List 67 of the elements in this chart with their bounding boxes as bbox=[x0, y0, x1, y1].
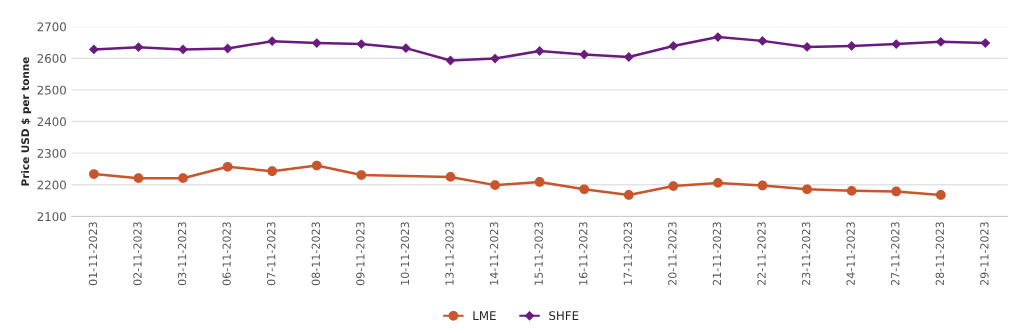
point bbox=[802, 184, 812, 195]
x-tick-label: 27-11-2023 bbox=[891, 222, 900, 286]
x-tick-label: 21-11-2023 bbox=[712, 222, 722, 286]
y-axis-title: Price USD $ per tonne bbox=[21, 57, 32, 186]
point bbox=[178, 44, 188, 55]
point bbox=[713, 32, 723, 42]
point bbox=[356, 170, 367, 180]
point bbox=[579, 49, 590, 60]
x-tick-label: 02-11-2023 bbox=[133, 222, 142, 286]
point bbox=[534, 46, 545, 56]
x-tick-label: 13-11-2023 bbox=[445, 222, 454, 285]
x-tick-label: 06-11-2023 bbox=[222, 222, 231, 286]
point bbox=[88, 44, 99, 55]
x-tick-label: 03-11-2023 bbox=[177, 222, 187, 286]
legend-label: SHFE bbox=[549, 311, 579, 321]
point bbox=[311, 160, 322, 171]
legend-label: LME bbox=[473, 311, 496, 320]
point bbox=[222, 161, 233, 172]
x-tick-label: 28-11-2023 bbox=[935, 222, 945, 286]
y-tick-label: 2400 bbox=[37, 117, 66, 127]
x-tick-label: 23-11-2023 bbox=[801, 222, 811, 286]
point bbox=[757, 180, 768, 191]
point bbox=[490, 53, 500, 64]
point bbox=[713, 178, 723, 188]
point bbox=[356, 39, 367, 49]
x-tick-label: 20-11-2023 bbox=[668, 222, 677, 286]
x-tick-label: 07-11-2023 bbox=[267, 222, 276, 286]
point bbox=[980, 38, 991, 48]
point bbox=[490, 180, 500, 190]
y-tick-label: 2300 bbox=[37, 148, 66, 158]
point bbox=[445, 172, 456, 182]
point bbox=[757, 35, 768, 46]
point bbox=[802, 41, 812, 52]
point bbox=[178, 173, 188, 184]
y-tick-label: 2200 bbox=[37, 180, 66, 190]
x-tick-label: 14-11-2023 bbox=[489, 222, 499, 285]
x-tick-label: 09-11-2023 bbox=[356, 222, 365, 286]
point bbox=[133, 42, 144, 53]
point bbox=[935, 190, 946, 200]
point bbox=[846, 185, 857, 196]
y-tick-label: 2500 bbox=[37, 85, 66, 95]
point bbox=[579, 184, 590, 195]
x-tick-label: 16-11-2023 bbox=[579, 222, 588, 285]
x-tick-label: 24-11-2023 bbox=[846, 222, 855, 286]
point bbox=[401, 43, 411, 54]
point bbox=[891, 186, 902, 197]
point bbox=[668, 41, 679, 51]
x-tick-label: 08-11-2023 bbox=[311, 222, 320, 286]
y-tick-label: 2600 bbox=[37, 54, 66, 63]
point bbox=[846, 41, 857, 51]
point bbox=[89, 169, 99, 179]
x-tick-label: 29-11-2023 bbox=[980, 222, 989, 286]
x-tick-label: 10-11-2023 bbox=[400, 222, 410, 285]
point bbox=[133, 173, 144, 184]
x-tick-label: 15-11-2023 bbox=[534, 222, 543, 285]
point bbox=[267, 166, 278, 177]
point bbox=[623, 190, 634, 200]
point bbox=[222, 43, 233, 54]
point bbox=[534, 177, 545, 187]
y-tick-label: 2700 bbox=[37, 22, 66, 32]
x-tick-label: 22-11-2023 bbox=[757, 222, 766, 286]
point bbox=[935, 36, 946, 47]
point bbox=[267, 36, 278, 47]
point bbox=[668, 181, 679, 191]
x-tick-label: 01-11-2023 bbox=[88, 222, 98, 286]
y-tick-label: 2100 bbox=[37, 212, 66, 222]
x-tick-label: 17-11-2023 bbox=[623, 222, 632, 285]
